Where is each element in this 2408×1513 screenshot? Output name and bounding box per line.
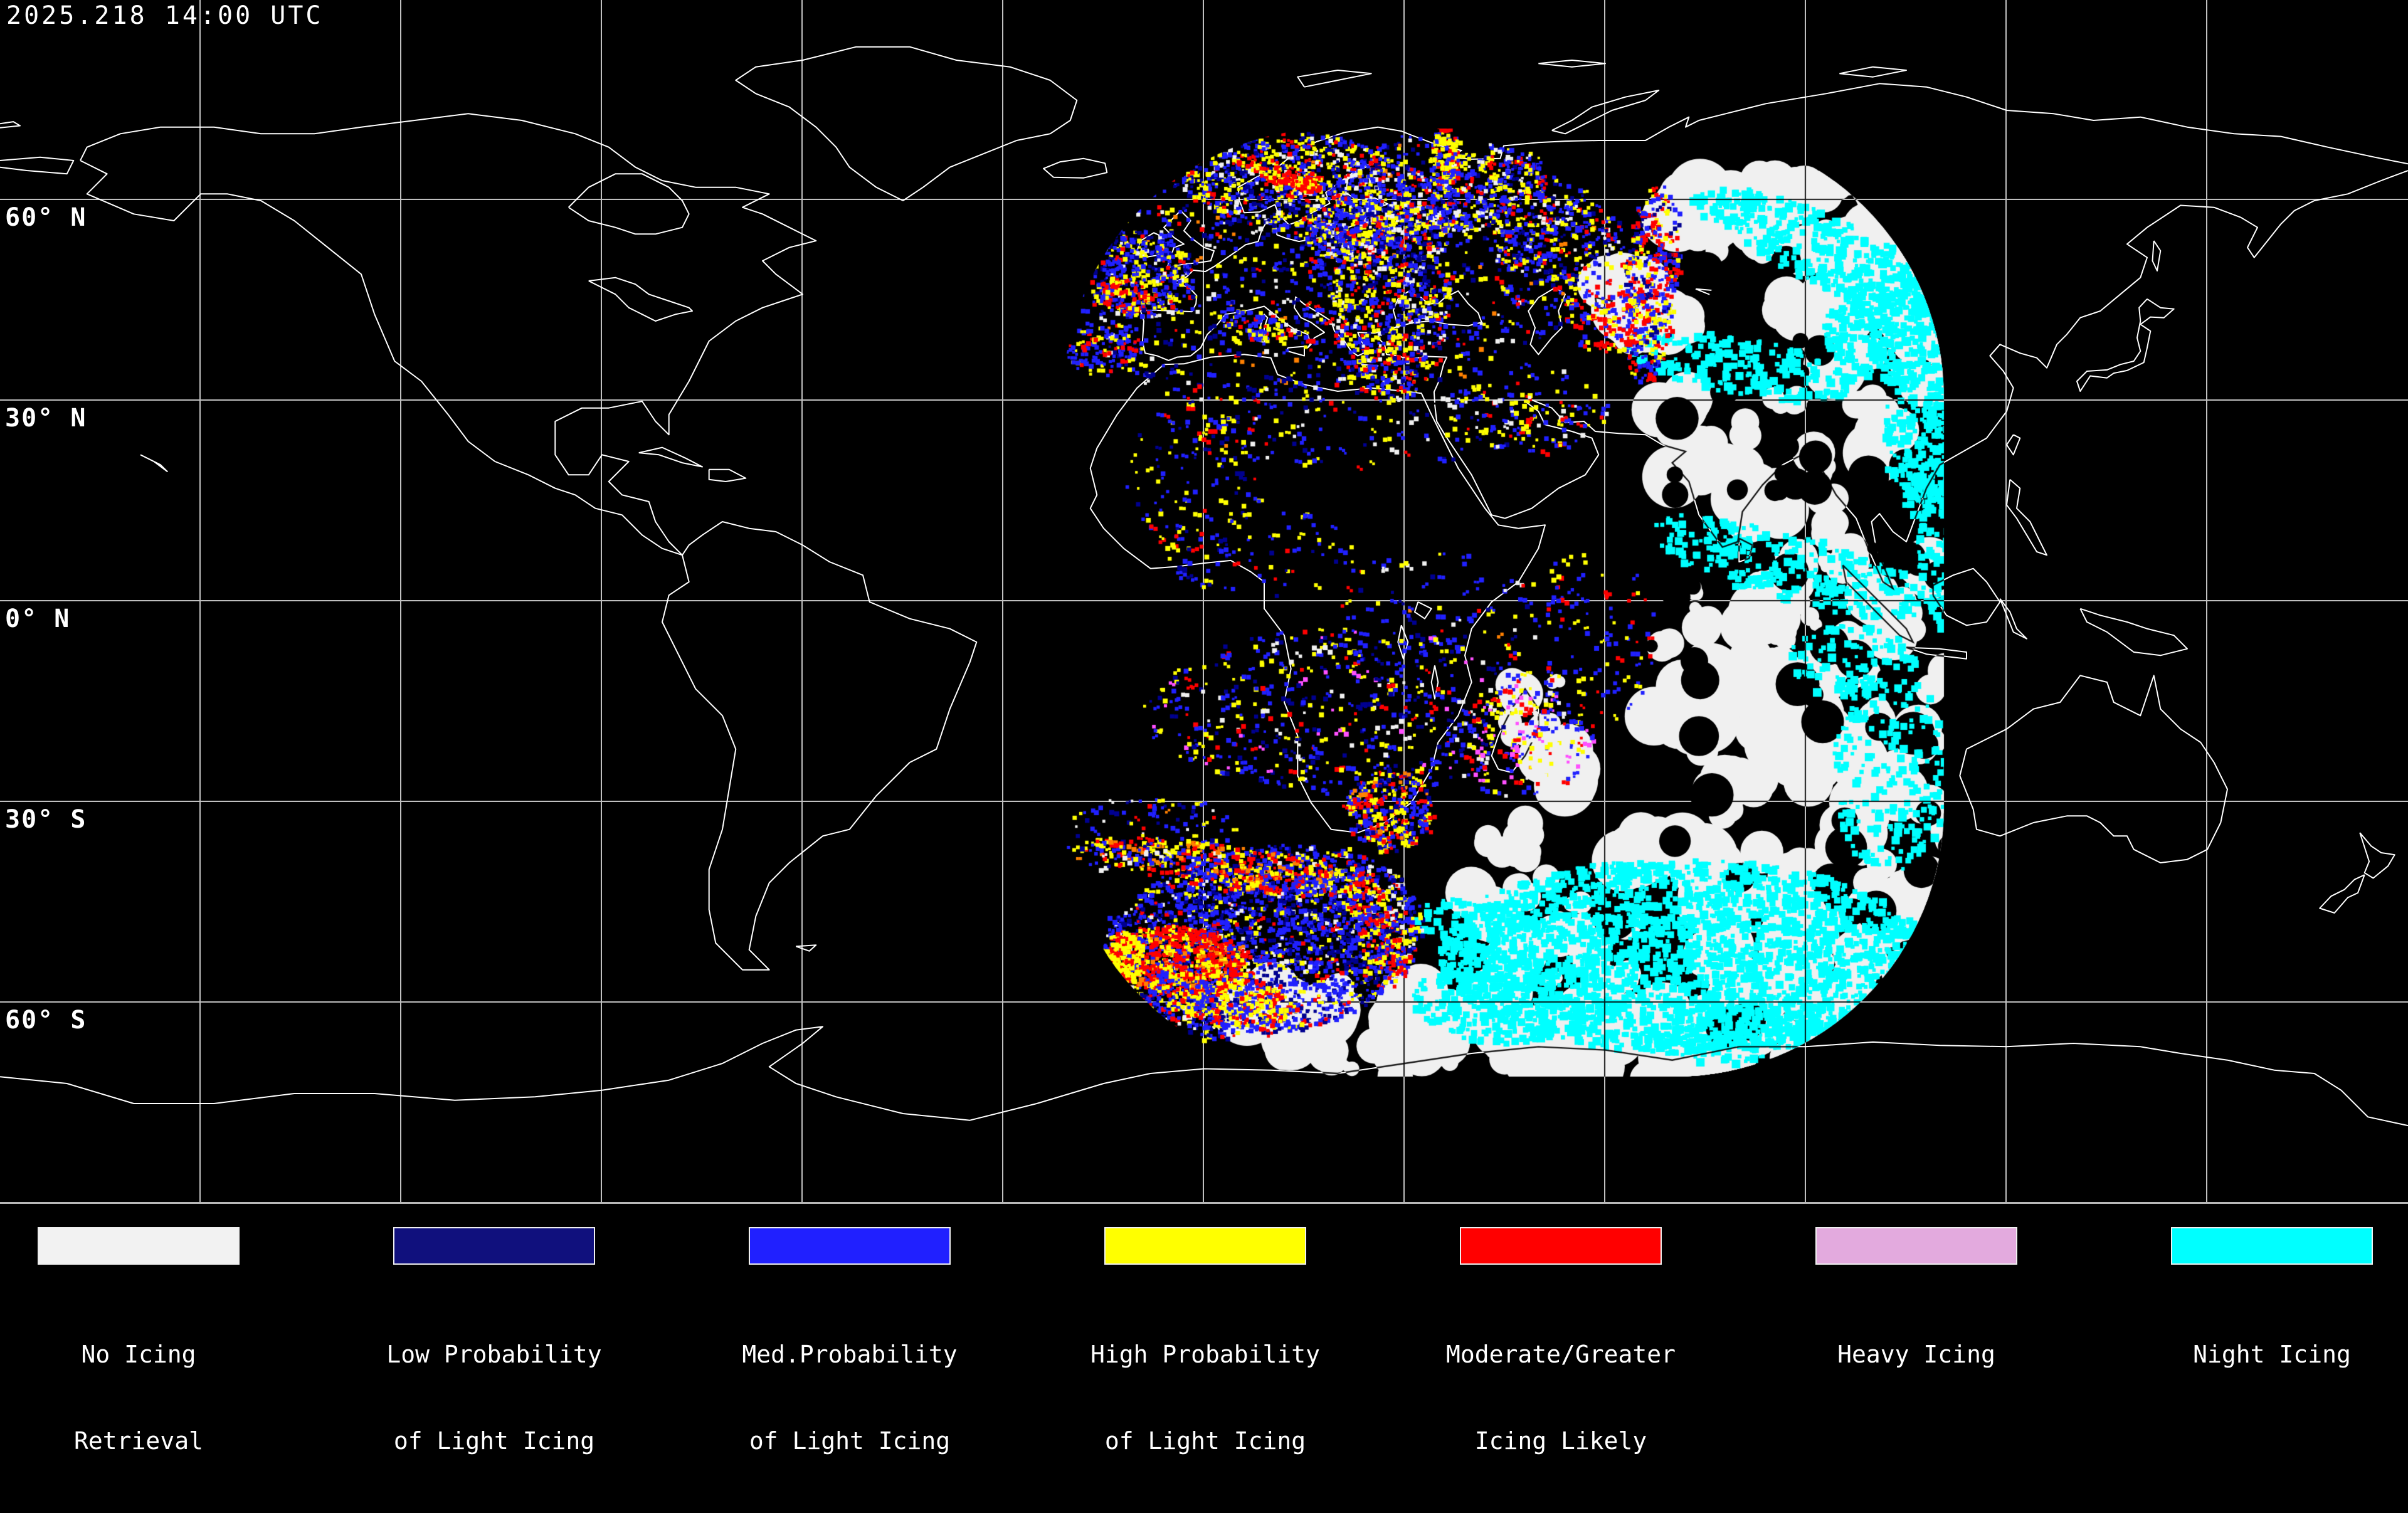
legend-swatch-moderate-greater [1460, 1227, 1662, 1265]
timestamp-label: 2025.218 14:00 UTC [6, 1, 324, 30]
legend-item-low-probability: Low Probability of Light Icing [386, 1227, 602, 1455]
legend-label-line1: Heavy Icing [1837, 1341, 1995, 1368]
legend-swatch-high-probability [1104, 1227, 1306, 1265]
legend-swatch-low-probability [393, 1227, 595, 1265]
legend-label-line1: Night Icing [2193, 1341, 2351, 1368]
legend-label-line1: No Icing [81, 1341, 196, 1368]
legend-item-heavy-icing: Heavy Icing [1815, 1227, 2017, 1368]
legend-label: No Icing Retrieval [74, 1282, 203, 1513]
latitude-label-30n: 30° N [5, 404, 87, 433]
legend-label: Heavy Icing [1837, 1282, 1995, 1484]
world-map: 2025.218 14:00 UTC 60° N 30° N 0° N 30° … [0, 0, 2408, 1204]
legend-item-no-icing: No Icing Retrieval [38, 1227, 240, 1455]
legend-label-line2: Retrieval [74, 1427, 203, 1455]
legend-label: Night Icing [2193, 1282, 2351, 1484]
latitude-label-30s: 30° S [5, 805, 87, 834]
legend-label: High Probability of Light Icing [1090, 1282, 1320, 1513]
legend-label-line2: Icing Likely [1474, 1427, 1647, 1455]
legend-swatch-heavy-icing [1815, 1227, 2017, 1265]
latitude-label-60s: 60° S [5, 1006, 87, 1035]
legend-label-line2: of Light Icing [1104, 1427, 1306, 1455]
legend-label: Med.Probability of Light Icing [742, 1282, 957, 1513]
latitude-label-60n: 60° N [5, 203, 87, 232]
latitude-label-0n: 0° N [5, 604, 71, 633]
legend-label-line1: Moderate/Greater [1445, 1341, 1676, 1368]
legend-label-line1: Low Probability [386, 1341, 602, 1368]
legend-label-line1: High Probability [1090, 1341, 1321, 1368]
legend-label-line2: of Light Icing [393, 1427, 595, 1455]
legend-swatch-no-icing [38, 1227, 240, 1265]
legend-label: Low Probability of Light Icing [386, 1282, 601, 1513]
legend-item-night-icing: Night Icing [2171, 1227, 2373, 1368]
legend-swatch-night-icing [2171, 1227, 2373, 1265]
legend-label: Moderate/Greater Icing Likely [1446, 1282, 1676, 1513]
legend-bar: No Icing Retrieval Low Probability of Li… [0, 1204, 2408, 1455]
legend-label-line2: of Light Icing [749, 1427, 951, 1455]
satellite-icing-data-overlay [0, 0, 2408, 1204]
legend-item-high-probability: High Probability of Light Icing [1090, 1227, 1320, 1455]
legend-swatch-med-probability [749, 1227, 951, 1265]
legend-item-moderate-greater: Moderate/Greater Icing Likely [1446, 1227, 1676, 1455]
satellite-icing-product-page: { "header": { "timestamp": "2025.218 14:… [0, 0, 2408, 1455]
map-legend-divider [0, 1202, 2408, 1204]
legend-label-line1: Med.Probability [742, 1341, 958, 1368]
legend-item-med-probability: Med.Probability of Light Icing [742, 1227, 958, 1455]
